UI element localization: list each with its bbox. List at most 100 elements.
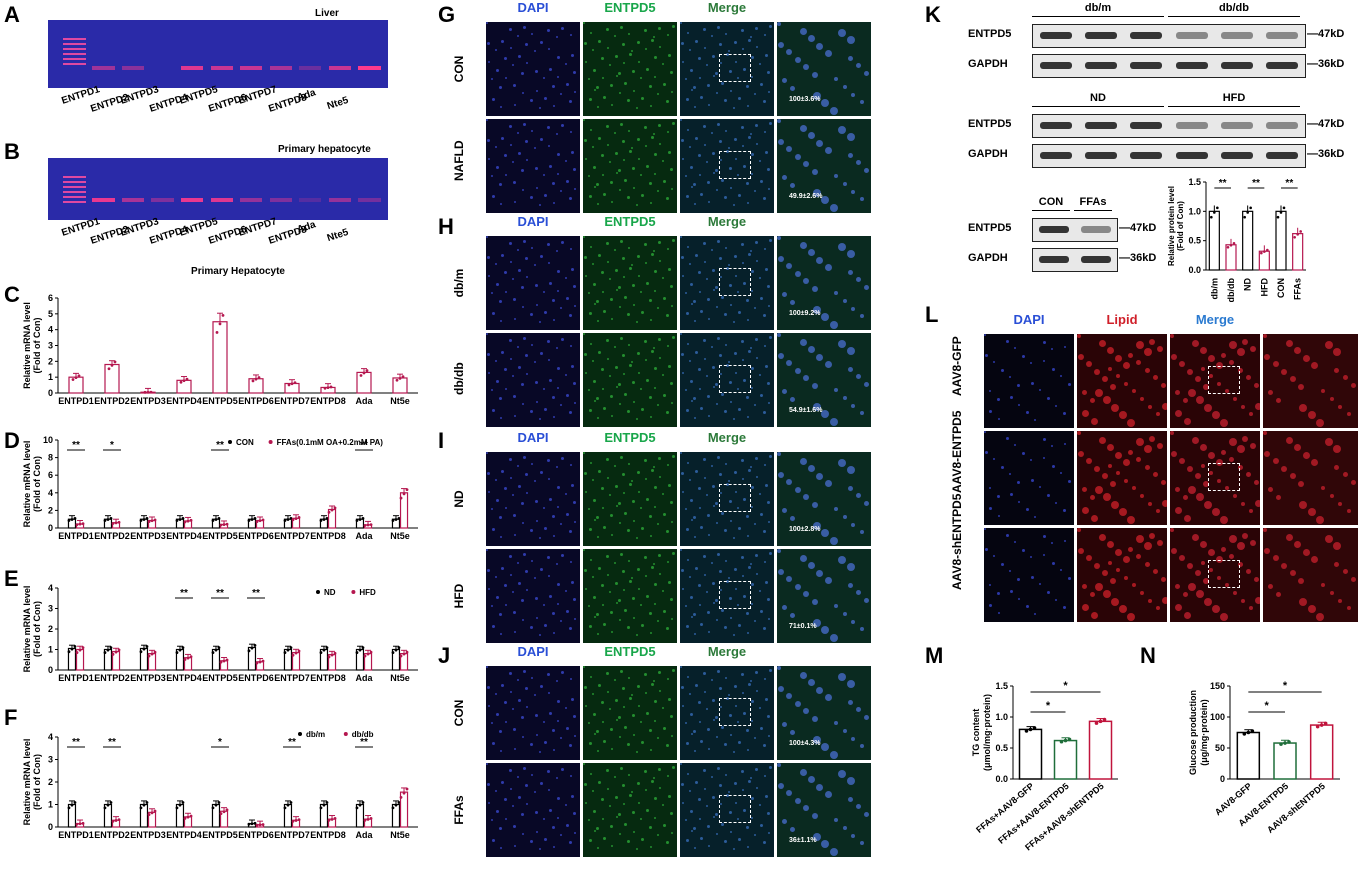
data-point bbox=[286, 803, 290, 807]
data-point bbox=[70, 647, 74, 651]
data-point bbox=[333, 817, 337, 820]
data-point bbox=[1266, 248, 1269, 252]
data-point bbox=[214, 803, 218, 807]
data-point bbox=[361, 801, 365, 804]
blot-size-marker: —36kD bbox=[1307, 58, 1345, 70]
blot-row-label: ENTPD5 bbox=[968, 28, 1012, 40]
y-tick-label: 0 bbox=[48, 822, 53, 832]
data-point bbox=[391, 806, 395, 810]
y-tick-label: 0.5 bbox=[1188, 236, 1201, 246]
micro-zoom-tile bbox=[1263, 334, 1358, 428]
micro-col-header: ENTPD5 bbox=[604, 0, 656, 15]
micro-row-label: HFD bbox=[452, 583, 466, 609]
data-point bbox=[67, 519, 71, 522]
data-point bbox=[358, 648, 362, 652]
micro-row-label: AAV8-shENTPD5 bbox=[950, 493, 964, 590]
data-point bbox=[145, 645, 149, 648]
gel-band bbox=[240, 198, 263, 202]
x-tick-label: ENTPD6 bbox=[238, 830, 274, 840]
blot-band bbox=[1081, 256, 1111, 263]
sig-marker: ** bbox=[1219, 178, 1227, 189]
micro-tile bbox=[583, 333, 677, 427]
data-point bbox=[1276, 215, 1280, 219]
gel-b-lane-labels: ENTPD1 ENTPD2 ENTPD3 ENTPD4 ENTPD5 ENTPD6 ENTP… bbox=[48, 216, 388, 252]
gel-band bbox=[358, 198, 381, 202]
data-point bbox=[297, 818, 301, 822]
gel-lane-label: Ada bbox=[295, 219, 318, 236]
blot-band bbox=[1039, 122, 1072, 129]
gel-band bbox=[240, 66, 263, 70]
data-point bbox=[189, 518, 193, 522]
data-point bbox=[219, 523, 223, 527]
data-point bbox=[186, 815, 190, 819]
blot-band bbox=[1266, 152, 1299, 159]
x-tick-label: ENTPD5 bbox=[202, 673, 238, 683]
zoom-box bbox=[719, 53, 752, 82]
x-tick-label: FFAs+AAV8-GFP bbox=[974, 781, 1036, 835]
bar bbox=[104, 363, 120, 394]
x-tick-label: Nt5e bbox=[390, 531, 410, 541]
data-point bbox=[179, 380, 183, 384]
micro-tile bbox=[583, 22, 677, 116]
data-point bbox=[1287, 740, 1291, 744]
panel-label-b: B bbox=[4, 139, 20, 164]
data-point bbox=[253, 517, 257, 520]
gel-band bbox=[328, 198, 352, 202]
y-tick-label: 4 bbox=[48, 488, 53, 498]
data-point bbox=[1102, 717, 1107, 722]
y-tick-label: 8 bbox=[48, 453, 53, 463]
data-point bbox=[107, 367, 111, 371]
data-point bbox=[294, 517, 298, 521]
data-point bbox=[73, 645, 77, 648]
ladder-band bbox=[62, 43, 87, 45]
bar bbox=[1242, 210, 1254, 271]
data-point bbox=[146, 390, 150, 394]
data-point bbox=[402, 791, 406, 795]
data-point bbox=[81, 821, 85, 825]
gel-band bbox=[121, 66, 145, 70]
x-tick-label: ENTPD3 bbox=[130, 673, 166, 683]
data-point bbox=[117, 520, 121, 524]
micro-tile bbox=[984, 334, 1074, 428]
y-axis-label: (Fold of Con) bbox=[32, 754, 42, 810]
blot-size-marker: —47kD bbox=[1307, 118, 1345, 130]
data-point bbox=[322, 648, 326, 652]
micro-tile bbox=[680, 22, 774, 116]
bar bbox=[176, 379, 192, 394]
blot-band bbox=[1221, 32, 1253, 39]
ladder-band bbox=[62, 63, 87, 65]
sig-marker: ** bbox=[252, 588, 260, 599]
data-point bbox=[178, 803, 182, 807]
x-tick-label: ENTPD7 bbox=[274, 673, 310, 683]
data-point bbox=[103, 519, 107, 522]
x-tick-label: Nt5e bbox=[390, 396, 410, 406]
data-point bbox=[214, 518, 218, 521]
quantification-label: 100±3.6% bbox=[789, 96, 821, 103]
data-point bbox=[215, 331, 219, 334]
micro-tile bbox=[680, 763, 774, 857]
data-point bbox=[153, 809, 157, 813]
chart-d: 0 2 4 6 8 10 Relative mRNA level (Fold of Con) E… bbox=[22, 435, 418, 541]
sig-marker: * bbox=[1046, 700, 1051, 712]
blot-band bbox=[1175, 32, 1208, 39]
data-point bbox=[319, 806, 323, 810]
zoom-box bbox=[719, 697, 752, 726]
micro-tile bbox=[680, 549, 774, 643]
y-tick-label: 50 bbox=[1215, 743, 1225, 753]
data-point bbox=[369, 650, 373, 654]
data-point bbox=[289, 801, 293, 804]
legend-label: db/db bbox=[352, 730, 374, 739]
gel-lane-label: Nte5 bbox=[325, 226, 350, 245]
data-point bbox=[178, 518, 182, 521]
data-point bbox=[1059, 739, 1064, 744]
bar bbox=[1236, 731, 1261, 780]
legend-marker bbox=[316, 590, 320, 594]
data-point bbox=[402, 492, 406, 496]
data-point bbox=[250, 518, 254, 521]
gel-band bbox=[210, 66, 233, 70]
y-tick-label: 1 bbox=[48, 800, 53, 810]
data-point bbox=[326, 386, 330, 390]
data-point bbox=[283, 806, 287, 810]
x-tick-label: ENTPD1 bbox=[58, 396, 94, 406]
legend-label: db/m bbox=[306, 730, 325, 739]
